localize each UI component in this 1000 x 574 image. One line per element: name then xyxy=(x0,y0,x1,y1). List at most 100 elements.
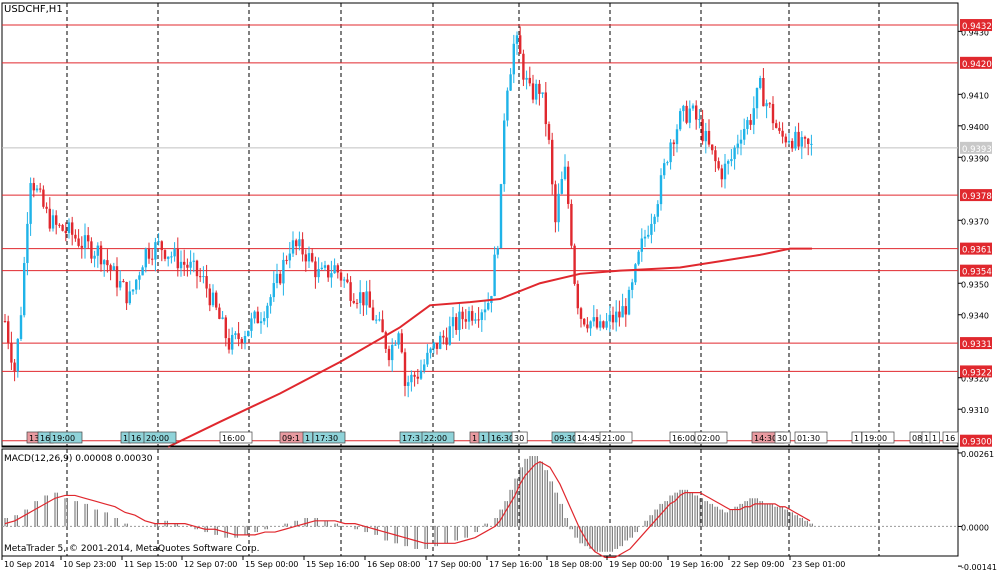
time-tick-label: 23 Sep 01:00 xyxy=(792,560,845,569)
session-marker-label: 21:00 xyxy=(602,434,625,443)
candle-body xyxy=(167,256,170,259)
session-marker-label: 1 xyxy=(481,434,486,443)
time-tick-label: 19 Sep 16:00 xyxy=(670,560,723,569)
moving-average-line xyxy=(167,247,812,448)
candle-body xyxy=(807,138,810,145)
price-tick-label: 0.9310 xyxy=(961,406,989,415)
candle-body xyxy=(298,239,301,247)
candle-body xyxy=(199,276,202,278)
candle-body xyxy=(451,317,455,327)
macd-pane[interactable]: 0.00261 0.0000 -0.00141 xyxy=(1,448,997,572)
session-marker-label: 1 xyxy=(305,434,310,443)
session-marker xyxy=(143,431,177,444)
price-level-tag xyxy=(960,434,992,447)
candle-body xyxy=(791,140,794,149)
session-marker xyxy=(511,431,528,444)
candle-body xyxy=(637,251,640,265)
candle-body xyxy=(93,255,96,259)
session-marker-label: 01:30 xyxy=(797,434,820,443)
price-level-tag xyxy=(960,242,992,255)
session-marker-label: 19:00 xyxy=(52,434,75,443)
candle-body xyxy=(762,78,765,107)
candle-body xyxy=(477,319,480,321)
candle-body xyxy=(685,105,688,123)
time-tick-label: 18 Sep 08:00 xyxy=(549,560,602,569)
candle-body xyxy=(227,338,231,350)
candle-body xyxy=(32,183,35,191)
session-marker-label: 30 xyxy=(514,434,524,443)
candle-body xyxy=(327,265,330,278)
candle-body xyxy=(224,317,227,339)
candle-body xyxy=(135,279,138,290)
candle-body xyxy=(243,335,247,343)
candle-body xyxy=(535,83,538,100)
candle-body xyxy=(400,333,403,353)
time-axis: 10 Sep 2014 10 Sep 23:00 11 Sep 15:00 12 Se… xyxy=(1,556,845,569)
candle-body xyxy=(643,236,647,239)
candle-body xyxy=(10,342,13,363)
session-marker xyxy=(599,431,633,444)
candle-body xyxy=(499,184,503,249)
candle-body xyxy=(538,83,541,94)
candle-body xyxy=(13,362,16,372)
candle-body xyxy=(240,339,243,343)
time-tick-label: 19 Sep 00:00 xyxy=(609,560,662,569)
time-tick-label: 17 Sep 16:00 xyxy=(489,560,542,569)
session-marker xyxy=(302,431,313,444)
price-level-label: 0.9300 xyxy=(962,438,992,448)
candle-body xyxy=(355,302,359,304)
candle-body xyxy=(378,319,381,321)
candle-body xyxy=(413,374,416,377)
candle-body xyxy=(131,289,135,292)
candle-body xyxy=(106,260,109,266)
candle-body xyxy=(64,230,67,234)
candle-body xyxy=(192,260,195,262)
candle-body xyxy=(519,35,522,54)
price-level-tag xyxy=(960,189,992,202)
candle-body xyxy=(112,266,115,271)
candle-body xyxy=(215,292,218,308)
candle-body xyxy=(627,289,631,315)
session-marker xyxy=(942,431,959,444)
candle-body xyxy=(151,258,154,260)
price-level-label: 0.9322 xyxy=(962,368,992,378)
candle-body xyxy=(208,288,211,306)
candle-body xyxy=(794,131,797,149)
candle-body xyxy=(675,129,679,145)
candle-body xyxy=(650,223,653,235)
candle-body xyxy=(695,105,698,120)
candle-body xyxy=(691,105,695,109)
session-marker-label: 22:00 xyxy=(424,434,447,443)
candle-body xyxy=(115,266,119,288)
price-level-label: 0.9361 xyxy=(962,246,992,256)
candle-body xyxy=(448,326,451,345)
session-marker xyxy=(478,431,489,444)
symbol-label: USDCHF,H1 xyxy=(4,4,63,15)
session-marker-label: 19:00 xyxy=(864,434,887,443)
candle-body xyxy=(87,235,90,242)
candle-body xyxy=(618,311,621,318)
candle-body xyxy=(589,321,592,329)
candle-body xyxy=(119,281,122,288)
candle-body xyxy=(343,279,346,281)
candle-body xyxy=(266,305,269,319)
candle-body xyxy=(259,321,263,324)
candle-body xyxy=(611,314,615,323)
candle-body xyxy=(147,248,151,259)
session-marker xyxy=(861,431,895,444)
candle-body xyxy=(144,248,147,268)
candle-body xyxy=(525,77,528,80)
candle-body xyxy=(125,282,128,304)
candle-body xyxy=(666,162,669,164)
session-marker-label: 14:45 xyxy=(577,434,600,443)
macd-tick-label: 0.00261 xyxy=(961,450,994,459)
candle-body xyxy=(320,267,323,270)
session-marker-label: 16:00 xyxy=(222,434,245,443)
price-tick-label: 0.9340 xyxy=(961,312,989,321)
candle-body xyxy=(397,333,400,345)
candle-body xyxy=(487,302,490,310)
candle-body xyxy=(605,321,608,328)
macd-tick-label: -0.00141 xyxy=(961,563,997,572)
